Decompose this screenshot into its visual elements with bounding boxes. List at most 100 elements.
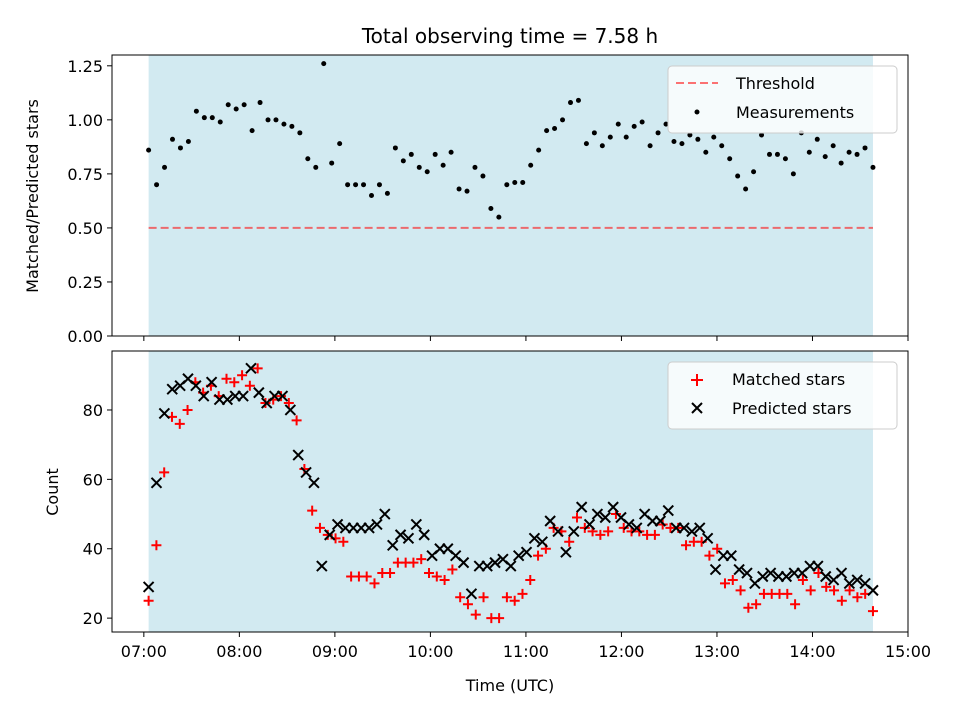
x-tick-label: 15:00 — [885, 642, 931, 661]
matched-point — [821, 581, 832, 592]
predicted-point — [520, 546, 533, 558]
y-tick-label: 1.00 — [67, 111, 103, 130]
measurement-point — [655, 130, 661, 136]
predicted-point — [583, 518, 596, 531]
x-tick-label: 14:00 — [789, 642, 835, 661]
measurement-point — [432, 151, 438, 157]
matched-point — [478, 592, 489, 603]
measurement-point — [520, 180, 526, 186]
measurement-point — [790, 171, 796, 177]
predicted-point — [757, 570, 769, 583]
measurement-point — [615, 121, 621, 127]
matched-point — [229, 377, 240, 388]
matched-point — [455, 592, 466, 603]
predicted-point — [631, 522, 643, 534]
predicted-point — [741, 567, 753, 579]
matched-point — [852, 592, 863, 603]
predicted-point — [528, 532, 541, 545]
measurement-point — [361, 182, 367, 188]
measurement-point — [464, 188, 470, 194]
predicted-point — [544, 515, 556, 527]
matched-point — [424, 568, 435, 579]
matched-point — [836, 595, 847, 606]
matched-point — [805, 585, 816, 596]
matched-point — [361, 571, 372, 582]
predicted-point — [820, 570, 832, 583]
matched-point — [782, 588, 793, 599]
y-tick-label: 0.25 — [67, 273, 103, 292]
measurement-point — [599, 143, 605, 149]
predicted-point — [599, 511, 611, 524]
legend-matched-label: Matched stars — [732, 370, 845, 389]
predicted-point — [190, 379, 202, 392]
bottom-panel: 20 40 60 80 07:00 08:00 09:00 10:00 11:00 12:00 13… — [43, 350, 931, 695]
measurement-point — [528, 162, 534, 168]
legend-predicted-label: Predicted stars — [732, 399, 852, 418]
predicted-point — [276, 390, 289, 402]
matched-point — [408, 557, 419, 568]
predicted-point — [323, 529, 336, 541]
matched-point — [283, 398, 294, 409]
top-panel: 0.00 0.25 0.50 0.75 1.00 1.25 Matched/Predict… — [23, 54, 909, 346]
measurement-point — [838, 160, 844, 166]
matched-point — [369, 578, 380, 589]
predicted-point — [568, 525, 580, 538]
matched-point — [470, 609, 481, 620]
predicted-point — [654, 515, 667, 527]
measurement-point — [305, 156, 311, 162]
predicted-point — [780, 570, 793, 583]
predicted-point — [662, 504, 674, 517]
legend-matched-swatch — [691, 374, 703, 386]
bottom-y-axis-label: Count — [43, 468, 62, 516]
measurement-point — [687, 132, 693, 138]
measurement-point — [440, 162, 446, 168]
matched-point — [221, 373, 232, 384]
y-tick-label: 0.50 — [67, 219, 103, 238]
measurement-point — [193, 108, 199, 114]
y-tick-label: 0.75 — [67, 165, 103, 184]
measurement-point — [488, 205, 494, 211]
top-y-axis-label: Matched/Predicted stars — [23, 99, 42, 293]
measurement-point — [822, 154, 828, 160]
measurement-point — [321, 61, 327, 67]
measurement-point — [766, 151, 772, 157]
predicted-point — [709, 563, 722, 576]
measurement-point — [870, 164, 876, 170]
matched-point — [564, 536, 575, 547]
x-tick-label: 11:00 — [503, 642, 549, 661]
y-tick-label: 80 — [83, 401, 103, 420]
predicted-point — [158, 407, 171, 420]
predicted-point — [867, 584, 879, 597]
bottom-plot-frame — [111, 350, 909, 633]
predicted-point — [678, 522, 690, 534]
measurement-point — [647, 143, 653, 149]
matched-point — [385, 568, 396, 579]
matched-point — [252, 363, 263, 374]
predicted-point — [764, 567, 777, 579]
matched-point — [829, 585, 840, 596]
measurement-point — [830, 143, 836, 149]
bottom-legend: Matched stars Predicted stars — [667, 361, 898, 430]
measurement-point — [703, 149, 709, 155]
measurement-point — [154, 182, 160, 188]
y-tick-label: 20 — [83, 609, 103, 628]
measurement-point — [846, 149, 852, 155]
measurement-point — [782, 156, 788, 162]
measurement-point — [368, 193, 374, 198]
matched-point — [244, 380, 255, 391]
measurement-point — [560, 117, 566, 123]
matched-point — [533, 550, 544, 561]
predicted-point — [221, 393, 234, 406]
legend-measurements-swatch — [694, 109, 700, 115]
x-tick-label: 09:00 — [312, 642, 358, 661]
predicted-point — [733, 563, 745, 576]
predicted-point — [198, 390, 210, 402]
matched-point — [719, 578, 730, 589]
measurement-point — [774, 151, 780, 157]
measurement-point — [751, 169, 757, 175]
predicted-point — [812, 560, 824, 572]
matched-point — [618, 522, 629, 533]
measurement-point — [607, 134, 613, 140]
measurement-point — [862, 145, 868, 151]
